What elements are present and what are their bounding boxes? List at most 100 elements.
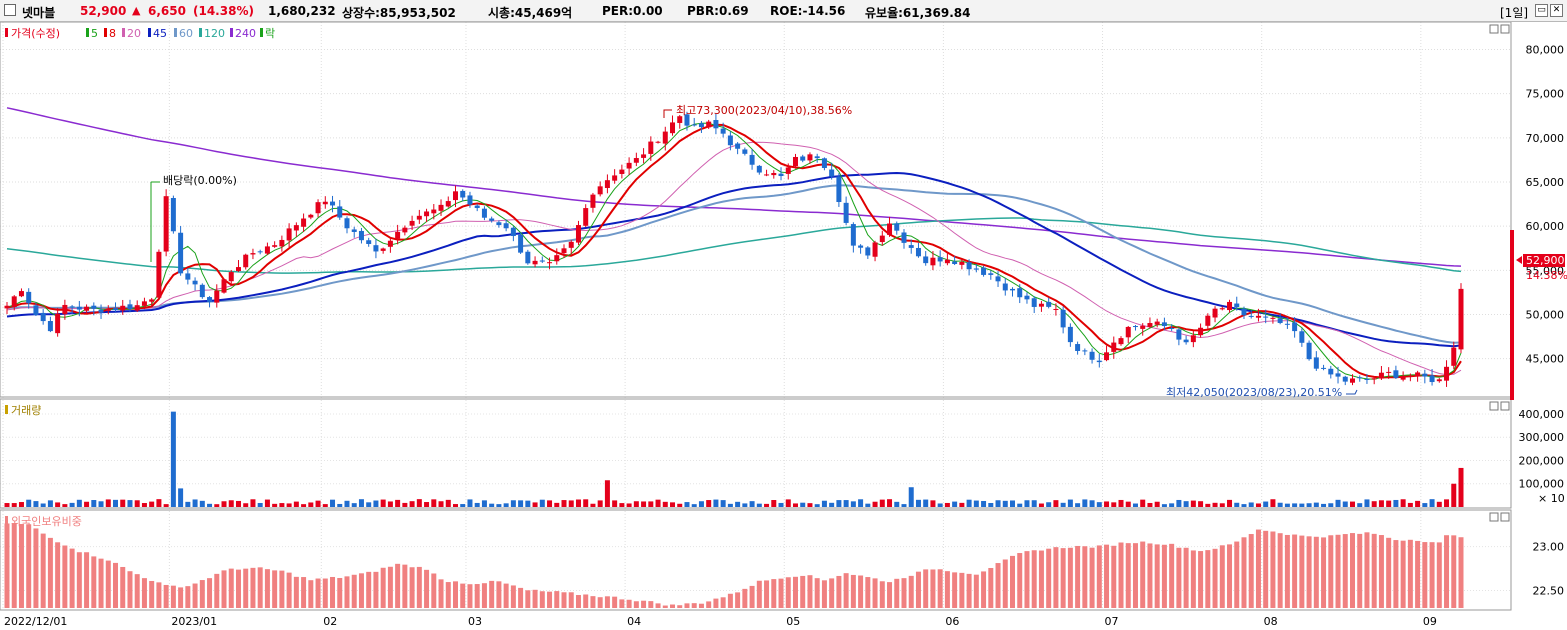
volume-bar — [843, 500, 849, 507]
candle-body — [1024, 295, 1030, 300]
foreign-ratio-bar — [706, 601, 712, 608]
volume-bar — [1342, 501, 1348, 507]
candle-body — [18, 291, 24, 297]
candle-body — [156, 251, 162, 298]
volume-bar — [76, 499, 82, 507]
price-tag-value: 52,900 — [1526, 254, 1565, 267]
date-axis-label: 03 — [468, 615, 482, 628]
legend-foreign[interactable]: 외국인보유비중 — [11, 515, 82, 528]
candle-body — [113, 308, 119, 310]
price-axis-highlight — [1510, 230, 1514, 400]
candle-body — [1161, 322, 1167, 327]
candle-body — [583, 208, 589, 226]
panel-close-icon[interactable] — [1500, 401, 1510, 411]
candle-body — [1451, 347, 1457, 366]
panel-min-icon[interactable] — [1489, 401, 1499, 411]
foreign-ratio-bar — [1234, 541, 1240, 608]
candle-body — [98, 309, 104, 313]
volume-bar — [156, 499, 162, 507]
candle-body — [185, 273, 191, 280]
foreign-ratio-bar — [264, 569, 270, 608]
volume-bar — [1299, 503, 1305, 507]
candle-body — [547, 262, 553, 264]
candle-body — [47, 321, 53, 332]
foreign-ratio-bar — [547, 591, 553, 608]
volume-bar — [590, 503, 596, 507]
volume-bar — [1118, 499, 1124, 507]
foreign-ratio-bar — [554, 591, 560, 608]
candle-body — [1082, 350, 1088, 352]
candle-body — [26, 291, 32, 304]
candle-body — [373, 245, 379, 252]
foreign-ratio-bar — [337, 577, 343, 608]
candle-body — [894, 223, 900, 231]
candle-body — [322, 201, 328, 205]
candle-body — [489, 218, 495, 221]
foreign-ratio-bar — [1436, 542, 1442, 608]
price-panel-frame — [0, 22, 1512, 398]
ma8-line — [6, 123, 1462, 379]
legend-ma8[interactable]: 8 — [109, 27, 116, 40]
candle-body — [221, 279, 227, 293]
volume-bar — [438, 501, 444, 507]
foreign-ratio-bar — [344, 576, 350, 608]
candle-body — [952, 261, 958, 264]
legend-volume[interactable]: 거래량 — [11, 404, 41, 417]
foreign-ratio-bar — [1096, 545, 1102, 608]
panel-buttons — [1489, 24, 1510, 522]
period-selector[interactable]: [1일] — [1500, 6, 1529, 20]
foreign-ratio-bar — [1038, 550, 1044, 608]
legend-ma240[interactable]: 240 — [235, 27, 256, 40]
panel-min-icon[interactable] — [1489, 24, 1499, 34]
candle-body — [337, 206, 343, 218]
candle-body — [1190, 335, 1196, 343]
legend-price[interactable]: 가격(수정) — [11, 27, 60, 40]
volume-bar — [1234, 502, 1240, 507]
volume-bar — [264, 499, 270, 507]
legend-ex-div[interactable]: 락 — [265, 27, 275, 40]
volume-bar — [337, 503, 343, 507]
restore-icon[interactable]: ▭ — [1535, 4, 1548, 17]
foreign-ratio-bar — [416, 566, 422, 608]
ma45-line — [6, 171, 1462, 348]
foreign-ratio-bar — [47, 537, 53, 608]
volume-bar — [915, 499, 921, 507]
candle-body — [785, 167, 791, 174]
volume-bar — [141, 503, 147, 507]
legend-ma5[interactable]: 5 — [91, 27, 98, 40]
panel-close-icon[interactable] — [1500, 512, 1510, 522]
legend-ma45[interactable]: 45 — [153, 27, 167, 40]
panel-min-icon[interactable] — [1489, 512, 1499, 522]
volume-bar — [431, 499, 437, 507]
checkbox-icon[interactable] — [4, 4, 16, 16]
market-cap: 시총:45,469억 — [488, 6, 573, 20]
volume-bar — [1270, 499, 1276, 507]
candle-body — [286, 228, 292, 241]
foreign-ratio-bar — [467, 584, 473, 608]
volume-bar — [670, 502, 676, 507]
volume-bar — [655, 499, 661, 507]
volume-bar — [821, 500, 827, 507]
foreign-ratio-bar — [807, 575, 813, 608]
candle-body — [1125, 326, 1131, 338]
legend-ma60[interactable]: 60 — [179, 27, 193, 40]
close-icon[interactable]: ✕ — [1550, 4, 1563, 17]
legend-ma20[interactable]: 20 — [127, 27, 141, 40]
foreign-ratio-bar — [749, 585, 755, 608]
volume-bar — [1313, 502, 1319, 507]
candle-body — [279, 239, 285, 247]
foreign-ratio-bar — [40, 533, 46, 608]
legend-ma120[interactable]: 120 — [204, 27, 225, 40]
volume-panel-frame — [0, 398, 1512, 509]
volume-bar — [1111, 502, 1117, 507]
panel-close-icon[interactable] — [1500, 24, 1510, 34]
candle-body — [568, 241, 574, 248]
volume-bar — [1444, 499, 1450, 507]
foreign-ratio-bar — [474, 584, 480, 608]
volume-bar — [930, 500, 936, 507]
volume-bar — [1176, 499, 1182, 507]
volume-bar — [351, 503, 357, 507]
candle-body — [518, 234, 524, 253]
volume-bar — [1010, 500, 1016, 507]
volume-bar — [149, 501, 155, 507]
